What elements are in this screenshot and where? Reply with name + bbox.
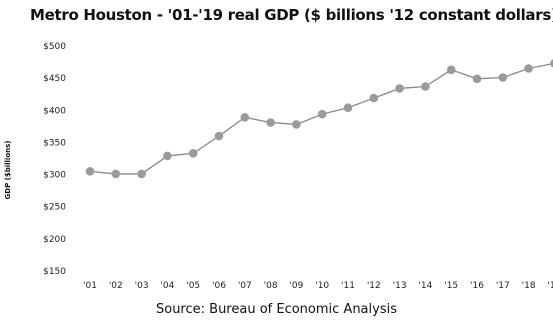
- series-group: [85, 59, 553, 179]
- x-tick-label: '14: [418, 281, 432, 291]
- series-line: [89, 62, 553, 175]
- x-tick-label: '19: [547, 281, 553, 291]
- data-point: [85, 167, 95, 176]
- x-tick-label: '12: [367, 281, 381, 291]
- y-axis-label: GDP ($billions): [4, 141, 12, 200]
- y-tick-label: $300: [43, 171, 66, 181]
- data-point: [188, 149, 198, 158]
- x-tick-label: '01: [83, 281, 97, 291]
- data-point: [137, 169, 146, 179]
- data-point: [111, 169, 121, 179]
- y-tick-label: $250: [43, 203, 66, 213]
- y-axis-ticks: $150 $200 $250 $300 $350 $400 $450 $500: [43, 42, 66, 277]
- x-tick-label: '10: [315, 281, 329, 291]
- data-point: [524, 64, 533, 73]
- data-point: [292, 120, 301, 129]
- x-tick-label: '04: [160, 281, 174, 291]
- chart-source: Source: Bureau of Economic Analysis: [155, 302, 397, 317]
- x-tick-label: '15: [444, 281, 458, 291]
- x-tick-label: '13: [393, 281, 407, 291]
- chart-title: Metro Houston - '01-'19 real GDP ($ bill…: [30, 6, 553, 24]
- y-axis-label-group: GDP ($billions): [4, 141, 12, 200]
- x-tick-label: '09: [289, 281, 303, 291]
- x-axis-ticks: '01 '02 '03 '04 '05 '06 '07 '08 '09 '10 '11 '12 '13 '…: [83, 281, 553, 291]
- data-point: [446, 65, 456, 75]
- data-point: [498, 73, 508, 82]
- data-point: [266, 118, 275, 127]
- x-tick-label: '08: [264, 281, 278, 291]
- x-tick-label: '07: [238, 281, 252, 291]
- x-tick-label: '03: [135, 281, 149, 291]
- x-tick-label: '11: [341, 281, 355, 291]
- x-tick-label: '06: [212, 281, 226, 291]
- x-tick-label: '18: [522, 281, 536, 291]
- x-tick-label: '17: [496, 281, 510, 291]
- data-point: [369, 93, 379, 103]
- data-point: [395, 84, 404, 93]
- y-tick-label: $150: [43, 267, 66, 277]
- y-tick-label: $200: [43, 235, 66, 245]
- data-point: [240, 113, 250, 122]
- data-point: [343, 103, 353, 113]
- data-point: [317, 109, 327, 119]
- data-point: [550, 59, 553, 68]
- y-tick-label: $450: [43, 74, 66, 84]
- y-tick-label: $350: [43, 138, 66, 148]
- data-point: [214, 131, 224, 141]
- y-tick-label: $500: [43, 42, 66, 52]
- x-tick-label: '05: [186, 281, 200, 291]
- y-tick-label: $400: [43, 106, 66, 116]
- x-tick-label: '16: [470, 281, 484, 291]
- data-point: [472, 74, 482, 84]
- data-point: [163, 151, 172, 161]
- x-tick-label: '02: [109, 281, 123, 291]
- data-point: [421, 82, 430, 91]
